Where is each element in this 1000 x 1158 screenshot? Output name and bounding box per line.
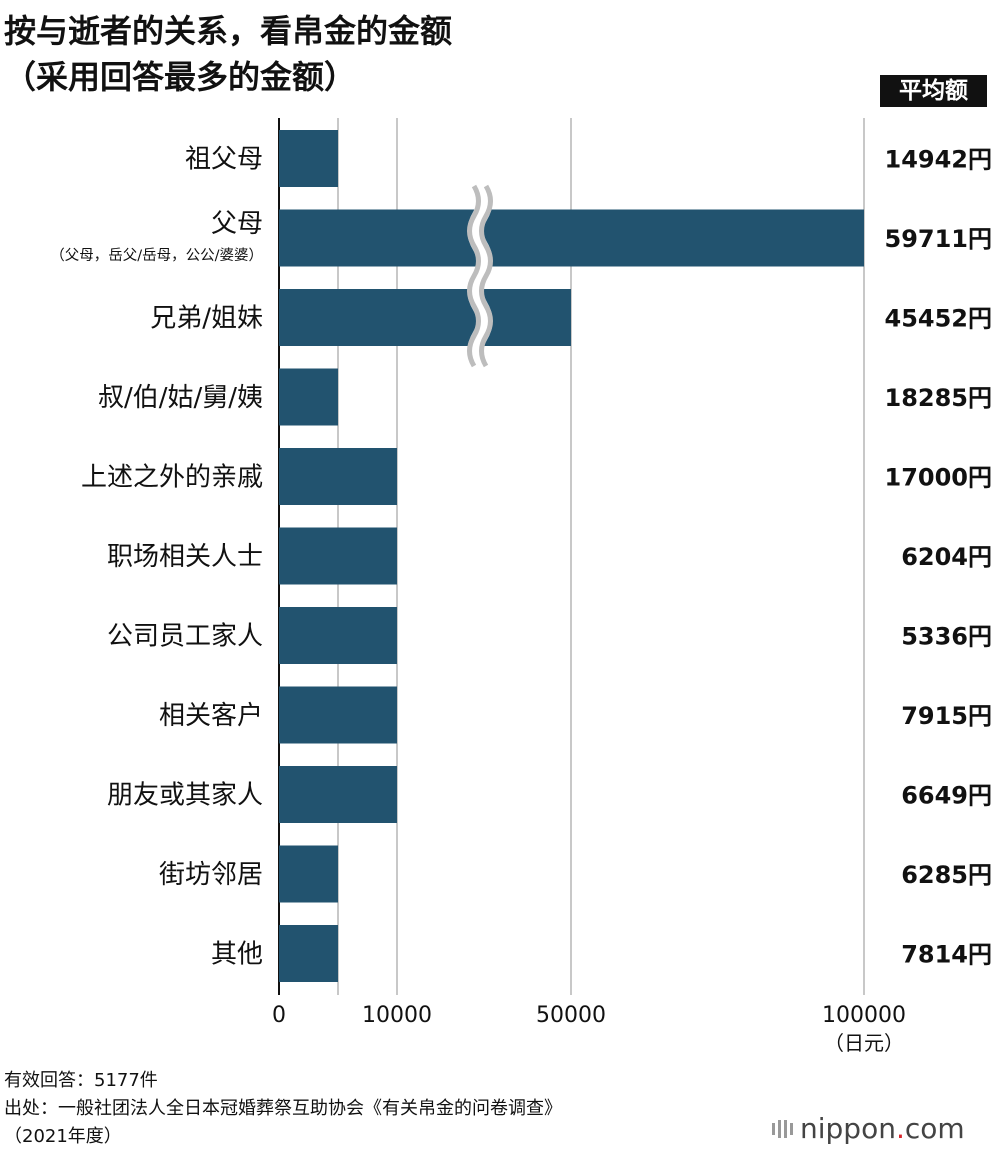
category-label: 兄弟/姐妹 — [150, 304, 263, 334]
axis-break-line — [467, 184, 481, 368]
average-column-header: 平均额 — [880, 75, 987, 107]
axis-tick-label: 10000 — [362, 1003, 432, 1028]
average-label: 7814円 — [901, 941, 992, 969]
bar — [279, 130, 338, 187]
axis-break-line — [479, 184, 493, 368]
category-label: 公司员工家人 — [107, 622, 263, 652]
average-label: 6649円 — [901, 782, 992, 810]
source-note: 出处：一般社团法人全日本冠婚葬祭互助协会《有关帛金的问卷调查》 — [4, 1098, 562, 1119]
average-labels: 14942円 59711円 45452円 18285円 17000円 6204円 5336円… — [885, 146, 993, 969]
logo-suffix: com — [904, 1112, 965, 1145]
response-count: 有效回答：5177件 — [4, 1070, 158, 1091]
survey-year: （2021年度） — [4, 1126, 122, 1147]
footer: 有效回答：5177件 出处：一般社团法人全日本冠婚葬祭互助协会《有关帛金的问卷调… — [4, 1067, 562, 1151]
bar — [279, 925, 338, 982]
axis-tick-label: 50000 — [536, 1003, 606, 1028]
category-label: 相关客户 — [159, 701, 263, 731]
category-label: 街坊邻居 — [159, 860, 263, 890]
logo-dot: . — [895, 1112, 905, 1145]
average-label: 18285円 — [885, 384, 993, 412]
category-label: 祖父母 — [185, 145, 263, 175]
category-label: 职场相关人士 — [107, 542, 263, 572]
axis-tick-label: 100000 — [822, 1003, 906, 1028]
bars — [279, 130, 864, 982]
category-sublabel: （父母，岳父/岳母，公公/婆婆） — [50, 247, 263, 264]
average-label: 14942円 — [885, 146, 993, 174]
category-label: 父母 — [211, 209, 263, 239]
bar — [279, 289, 571, 346]
category-label: 朋友或其家人 — [107, 781, 263, 811]
axis-break-gap — [467, 181, 493, 371]
category-label: 上述之外的亲戚 — [81, 463, 263, 493]
average-label: 45452円 — [885, 305, 993, 333]
nippon-logo: nippon.com — [770, 1112, 965, 1145]
axis-tick-label: 0 — [272, 1003, 286, 1028]
average-label: 5336円 — [901, 623, 992, 651]
category-label: 叔/伯/姑/舅/姨 — [98, 383, 263, 413]
bar — [279, 209, 864, 267]
bar — [279, 527, 397, 585]
bar — [279, 766, 397, 823]
axis-break-marker — [467, 181, 493, 371]
axis-tick-labels: 0 10000 50000 100000 （日元） — [272, 1003, 906, 1055]
average-label: 6285円 — [901, 861, 992, 889]
axis-unit-label: （日元） — [824, 1031, 904, 1055]
logo-text: nippon — [800, 1112, 896, 1145]
chart-title: 按与逝者的关系，看帛金的金额 （采用回答最多的金额） — [4, 8, 452, 100]
average-label: 59711円 — [885, 225, 993, 253]
bar — [279, 607, 397, 664]
bar — [279, 686, 397, 744]
nippon-logo-icon — [772, 1120, 793, 1138]
average-label: 7915円 — [901, 702, 992, 730]
chart-title-line1: 按与逝者的关系，看帛金的金额 — [4, 12, 453, 50]
average-label: 17000円 — [885, 464, 993, 492]
chart-title-line2: （采用回答最多的金额） — [4, 58, 357, 96]
category-label: 其他 — [211, 940, 263, 970]
bar — [279, 845, 338, 903]
average-label: 6204円 — [901, 543, 992, 571]
bar — [279, 448, 397, 505]
bar — [279, 368, 338, 426]
